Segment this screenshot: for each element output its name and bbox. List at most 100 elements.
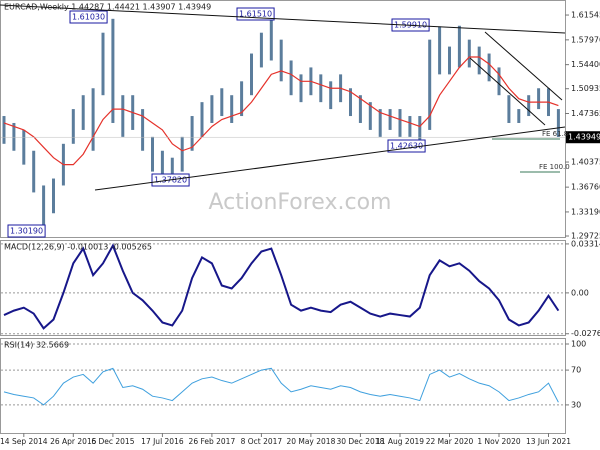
y-tick-label: 70 xyxy=(571,366,581,375)
price-bar xyxy=(319,74,323,103)
annotation: 1.61510 xyxy=(239,10,272,19)
price-bar xyxy=(537,88,541,110)
moving-average xyxy=(3,56,559,166)
price-header: EURCAD,Weekly 1.44287 1.44421 1.43907 1.… xyxy=(4,3,211,12)
price-bar xyxy=(210,95,214,123)
price-bar xyxy=(358,95,362,123)
price-bar xyxy=(12,122,16,151)
y-tick-label: 100 xyxy=(571,340,586,349)
x-tick-label: 30 Dec 2018 xyxy=(336,437,384,446)
annotation-box xyxy=(7,224,46,238)
price-bar xyxy=(438,26,442,75)
indicator-line xyxy=(3,243,560,330)
price-bar xyxy=(428,39,432,130)
x-tick-label: 20 May 2018 xyxy=(286,437,335,446)
annotation: FE 100.0 xyxy=(539,163,570,171)
price-bar xyxy=(170,157,174,180)
x-tick-label: 26 Feb 2017 xyxy=(189,437,236,446)
watermark: ActionForex.com xyxy=(209,190,392,215)
price-bar xyxy=(160,150,164,179)
price-bar xyxy=(230,95,234,123)
price-bar xyxy=(2,116,6,144)
price-bar xyxy=(467,39,471,68)
price-bar xyxy=(378,109,382,137)
macd-header: MACD(12,26,9) -0.010013 -0.005265 xyxy=(4,243,152,252)
price-bar xyxy=(556,109,560,138)
price-panel xyxy=(0,0,566,238)
x-tick-label: 11 Aug 2019 xyxy=(376,437,424,446)
rsi-panel xyxy=(0,338,566,434)
price-bar xyxy=(448,46,451,75)
x-tick-label: 1 Nov 2020 xyxy=(477,437,520,446)
price-bar xyxy=(497,67,501,96)
price-bar xyxy=(368,102,372,130)
price-bar xyxy=(349,88,352,117)
price-bar xyxy=(527,95,531,117)
annotation: 1.30190 xyxy=(10,227,43,236)
annotation-box xyxy=(69,10,108,24)
trendline xyxy=(0,4,566,34)
trendline xyxy=(94,126,566,191)
y-tick-label: -0.027648 xyxy=(571,329,600,338)
macd-panel xyxy=(0,240,566,336)
price-bar xyxy=(180,136,184,172)
price-bar xyxy=(408,116,412,137)
y-tick-label: 1.54400 xyxy=(571,60,600,69)
x-tick-label: 8 Oct 2017 xyxy=(241,437,283,446)
price-bar xyxy=(220,88,224,117)
price-bar xyxy=(101,32,105,96)
price-bar xyxy=(42,185,46,233)
y-tick-label: 1.47365 xyxy=(571,109,600,118)
price-bar xyxy=(141,109,145,151)
x-tick-label: 14 Sep 2014 xyxy=(0,437,48,446)
x-tick-label: 6 Dec 2015 xyxy=(91,437,134,446)
last-price-box xyxy=(566,131,600,144)
price-bar xyxy=(388,109,392,130)
annotation: 1.42630 xyxy=(390,142,423,151)
price-bar xyxy=(289,60,293,96)
trendline xyxy=(469,57,546,126)
plot: 1.61545 1.57970 1.54400 1.50935 1.47365 1.403… xyxy=(0,7,600,446)
price-bar xyxy=(52,178,55,214)
price-bar xyxy=(200,102,204,137)
price-bar xyxy=(487,53,491,82)
last-price-label: 1.43949 xyxy=(568,133,600,142)
y-tick-label: 1.57970 xyxy=(571,35,600,44)
price-bar xyxy=(91,88,95,151)
price-bar xyxy=(250,53,253,96)
x-tick-label: 26 Apr 2015 xyxy=(50,437,97,446)
price-bar xyxy=(32,150,36,193)
y-tick-label: 30 xyxy=(571,400,581,409)
price-bar xyxy=(299,74,303,103)
price-bar xyxy=(507,95,511,123)
trendline xyxy=(484,31,563,101)
price-bar xyxy=(190,116,194,151)
y-tick-label: 1.36760 xyxy=(571,183,600,192)
x-tick-label: 17 Jul 2016 xyxy=(141,437,184,446)
price-bar xyxy=(71,109,75,144)
indicator-line xyxy=(3,367,559,406)
price-bar xyxy=(81,95,85,130)
annotation: FE 61.8 xyxy=(542,130,568,138)
y-tick-label: 1.33190 xyxy=(571,207,600,216)
price-bar xyxy=(477,46,481,75)
price-bar xyxy=(121,95,125,137)
y-tick-label: 0.00 xyxy=(571,288,589,297)
y-tick-label: 1.61545 xyxy=(571,11,600,20)
price-bar xyxy=(457,25,461,68)
x-tick-label: 22 Mar 2020 xyxy=(426,437,474,446)
price-bar xyxy=(111,18,115,123)
price-bar xyxy=(151,136,154,172)
price-bar xyxy=(329,81,333,110)
y-tick-label: 0.033145 xyxy=(571,239,600,248)
price-bar xyxy=(517,109,521,123)
y-tick-label: 1.40375 xyxy=(571,158,600,167)
x-tick-label: 13 Jun 2021 xyxy=(526,437,571,446)
price-bar xyxy=(22,129,26,165)
annotation: 1.61030 xyxy=(72,13,105,22)
price-bar xyxy=(240,81,244,117)
price-bar xyxy=(398,109,402,137)
price-bar xyxy=(269,15,273,61)
